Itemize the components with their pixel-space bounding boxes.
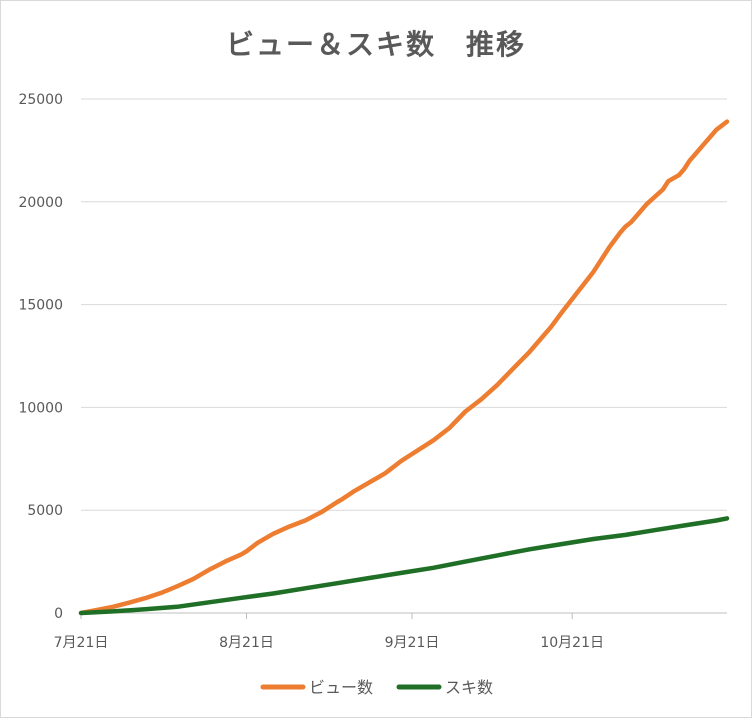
y-tick-label: 20000 (18, 195, 63, 211)
y-tick-label: 5000 (27, 503, 63, 519)
x-axis-ticks: 7月21日 8月21日 9月21日 10月21日 (54, 613, 604, 651)
y-tick-label: 10000 (18, 400, 63, 416)
series-line-2 (78, 516, 730, 616)
y-tick-label: 0 (54, 606, 63, 622)
series-lines (78, 119, 730, 616)
x-tick-label: 8月21日 (219, 635, 274, 651)
x-tick-label: 9月21日 (385, 635, 440, 651)
x-tick-label: 7月21日 (54, 635, 109, 651)
gridlines (81, 98, 727, 511)
legend: ビュー数 スキ数 (260, 678, 493, 697)
y-tick-label: 15000 (18, 298, 63, 314)
legend-label: スキ数 (445, 678, 493, 697)
chart-title: ビュー＆スキ数 推移 (225, 28, 526, 61)
series-line-1 (78, 119, 730, 616)
legend-label: ビュー数 (309, 678, 373, 697)
y-tick-label: 25000 (18, 92, 63, 108)
y-axis-ticks: 0 5000 10000 15000 20000 25000 (18, 92, 63, 622)
x-tick-label: 10月21日 (540, 635, 604, 651)
